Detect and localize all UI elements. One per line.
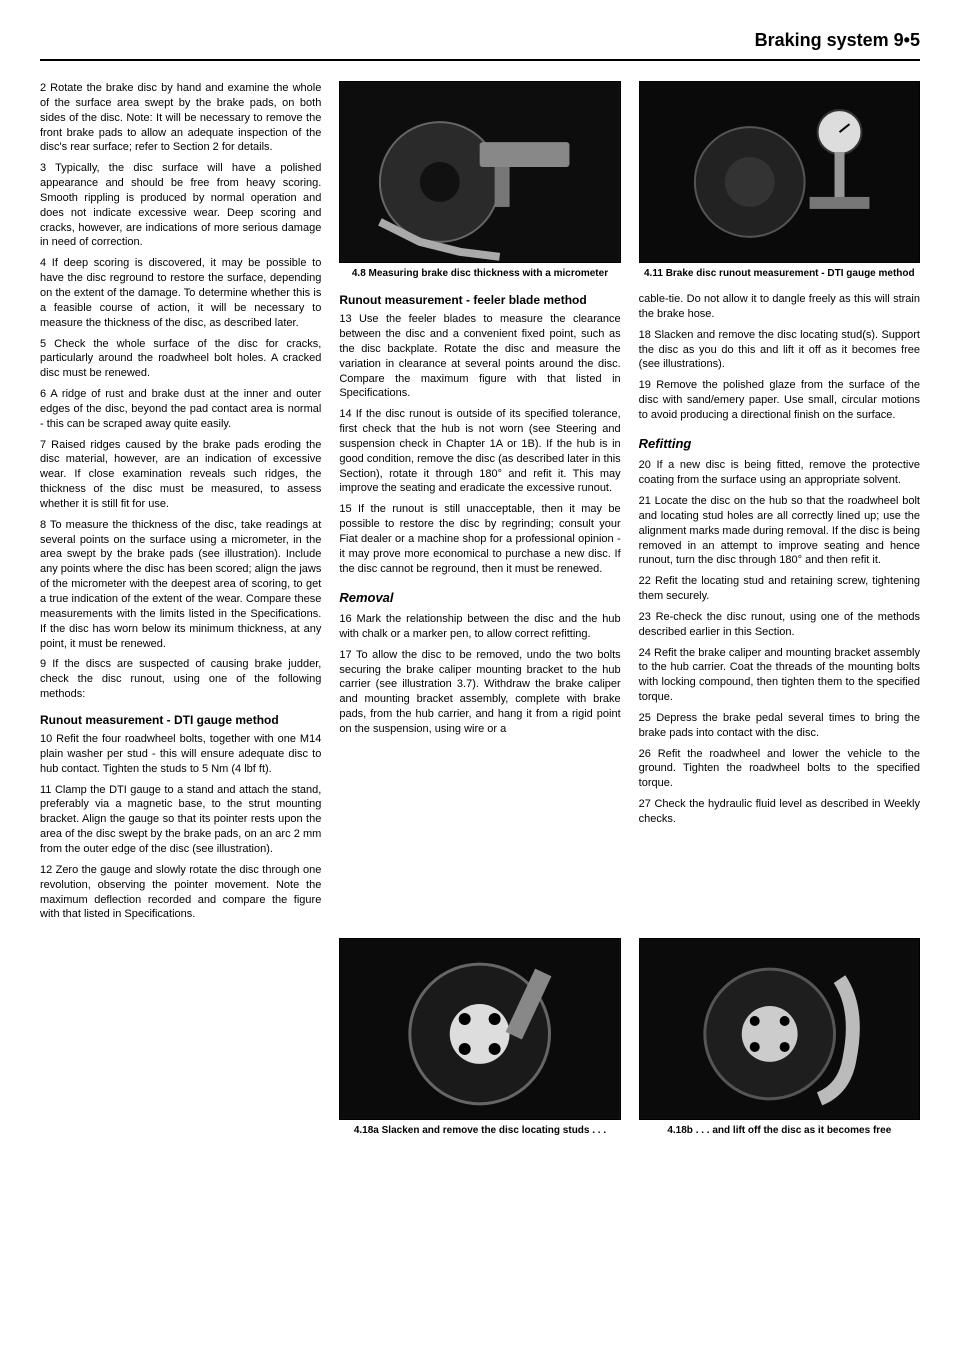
- para-26: 26 Refit the roadwheel and lower the veh…: [639, 747, 920, 792]
- para-22: 22 Refit the locating stud and retaining…: [639, 574, 920, 604]
- bottom-figure-row: 4.18a Slacken and remove the disc locati…: [40, 938, 920, 1149]
- page-header: Braking system 9•5: [40, 30, 920, 61]
- para-25: 25 Depress the brake pedal several times…: [639, 711, 920, 741]
- caption-4-8: 4.8 Measuring brake disc thickness with …: [339, 267, 620, 280]
- para-9: 9 If the discs are suspected of causing …: [40, 657, 321, 702]
- para-7: 7 Raised ridges caused by the brake pads…: [40, 438, 321, 512]
- para-12: 12 Zero the gauge and slowly rotate the …: [40, 863, 321, 922]
- para-2: 2 Rotate the brake disc by hand and exam…: [40, 81, 321, 155]
- para-3: 3 Typically, the disc surface will have …: [40, 161, 321, 250]
- figure-4-11: [639, 81, 920, 263]
- caption-4-11: 4.11 Brake disc runout measurement - DTI…: [639, 267, 920, 280]
- subhead-removal: Removal: [339, 589, 620, 607]
- column-2: 4.8 Measuring brake disc thickness with …: [339, 81, 620, 928]
- para-4: 4 If deep scoring is discovered, it may …: [40, 256, 321, 330]
- figure-4-8: [339, 81, 620, 263]
- para-18: 18 Slacken and remove the disc locating …: [639, 328, 920, 373]
- para-13: 13 Use the feeler blades to measure the …: [339, 312, 620, 401]
- subhead-runout-dti: Runout measurement - DTI gauge method: [40, 712, 321, 728]
- para-19: 19 Remove the polished glaze from the su…: [639, 378, 920, 423]
- para-11: 11 Clamp the DTI gauge to a stand and at…: [40, 783, 321, 857]
- para-27: 27 Check the hydraulic fluid level as de…: [639, 797, 920, 827]
- para-17b: cable-tie. Do not allow it to dangle fre…: [639, 292, 920, 322]
- figure-4-18b: [639, 938, 920, 1120]
- caption-4-18b: 4.18b . . . and lift off the disc as it …: [639, 1124, 920, 1137]
- para-8: 8 To measure the thickness of the disc, …: [40, 518, 321, 652]
- para-6: 6 A ridge of rust and brake dust at the …: [40, 387, 321, 432]
- column-1: 2 Rotate the brake disc by hand and exam…: [40, 81, 321, 928]
- para-24: 24 Refit the brake caliper and mounting …: [639, 646, 920, 705]
- para-20: 20 If a new disc is being fitted, remove…: [639, 458, 920, 488]
- figure-cell-418a: 4.18a Slacken and remove the disc locati…: [339, 938, 620, 1149]
- subhead-refitting: Refitting: [639, 435, 920, 453]
- subhead-runout-feeler: Runout measurement - feeler blade method: [339, 292, 620, 308]
- main-columns: 2 Rotate the brake disc by hand and exam…: [40, 81, 920, 928]
- para-5: 5 Check the whole surface of the disc fo…: [40, 337, 321, 382]
- para-17: 17 To allow the disc to be removed, undo…: [339, 648, 620, 737]
- figure-4-18a: [339, 938, 620, 1120]
- para-10: 10 Refit the four roadwheel bolts, toget…: [40, 732, 321, 777]
- para-15: 15 If the runout is still unacceptable, …: [339, 502, 620, 576]
- para-16: 16 Mark the relationship between the dis…: [339, 612, 620, 642]
- caption-4-18a: 4.18a Slacken and remove the disc locati…: [339, 1124, 620, 1137]
- para-14: 14 If the disc runout is outside of its …: [339, 407, 620, 496]
- figure-cell-418b: 4.18b . . . and lift off the disc as it …: [639, 938, 920, 1149]
- column-3: 4.11 Brake disc runout measurement - DTI…: [639, 81, 920, 928]
- para-23: 23 Re-check the disc runout, using one o…: [639, 610, 920, 640]
- para-21: 21 Locate the disc on the hub so that th…: [639, 494, 920, 568]
